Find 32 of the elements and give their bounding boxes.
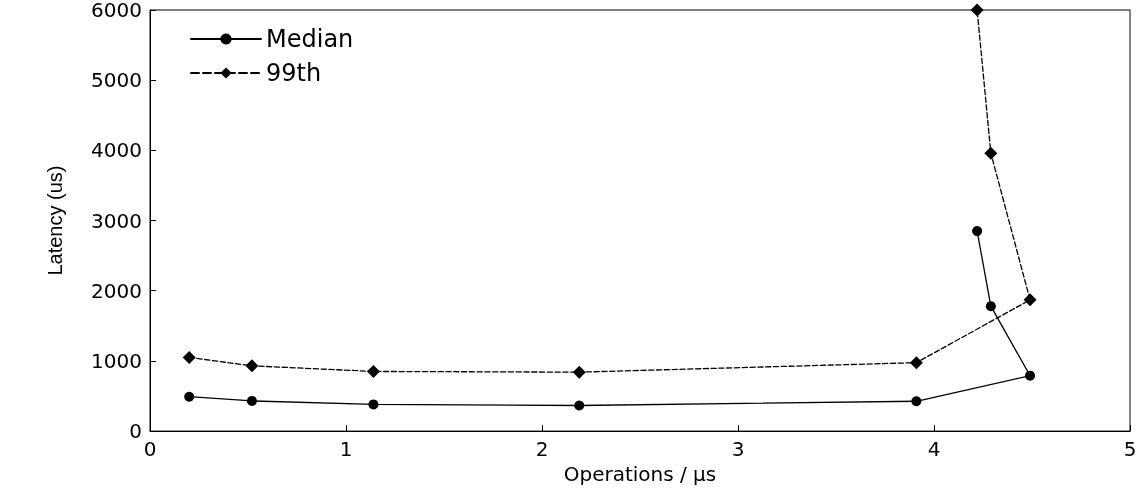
y-tick-label: 1000: [91, 348, 142, 373]
point: [985, 301, 996, 312]
x-tick-label: 1: [339, 437, 353, 462]
point: [368, 399, 379, 410]
point: [574, 400, 585, 411]
point: [245, 359, 259, 373]
x-tick-label: 5: [1123, 437, 1137, 462]
point: [182, 350, 196, 364]
y-axis-title: Latency (us): [44, 165, 66, 276]
point: [970, 3, 984, 17]
point: [972, 226, 983, 237]
point: [984, 146, 998, 160]
x-tick-label: 2: [535, 437, 549, 462]
y-tick-label: 0: [129, 419, 142, 444]
y-tick-label: 6000: [91, 0, 142, 22]
legend-label: 99th: [266, 59, 322, 87]
point: [246, 395, 257, 406]
point: [184, 391, 195, 402]
y-tick-label: 4000: [91, 138, 142, 163]
x-axis-title: Operations / μs: [563, 462, 717, 486]
point: [909, 356, 923, 370]
point: [911, 396, 922, 407]
legend-label: Median: [266, 25, 354, 53]
y-tick-label: 3000: [91, 208, 142, 233]
point: [1023, 293, 1037, 307]
y-tick-label: 2000: [91, 278, 142, 303]
point: [366, 364, 380, 378]
point: [1025, 370, 1036, 381]
x-tick-label: 3: [731, 437, 745, 462]
y-tick-label: 5000: [91, 68, 142, 93]
point: [572, 365, 586, 379]
x-tick-label: 4: [927, 437, 941, 462]
